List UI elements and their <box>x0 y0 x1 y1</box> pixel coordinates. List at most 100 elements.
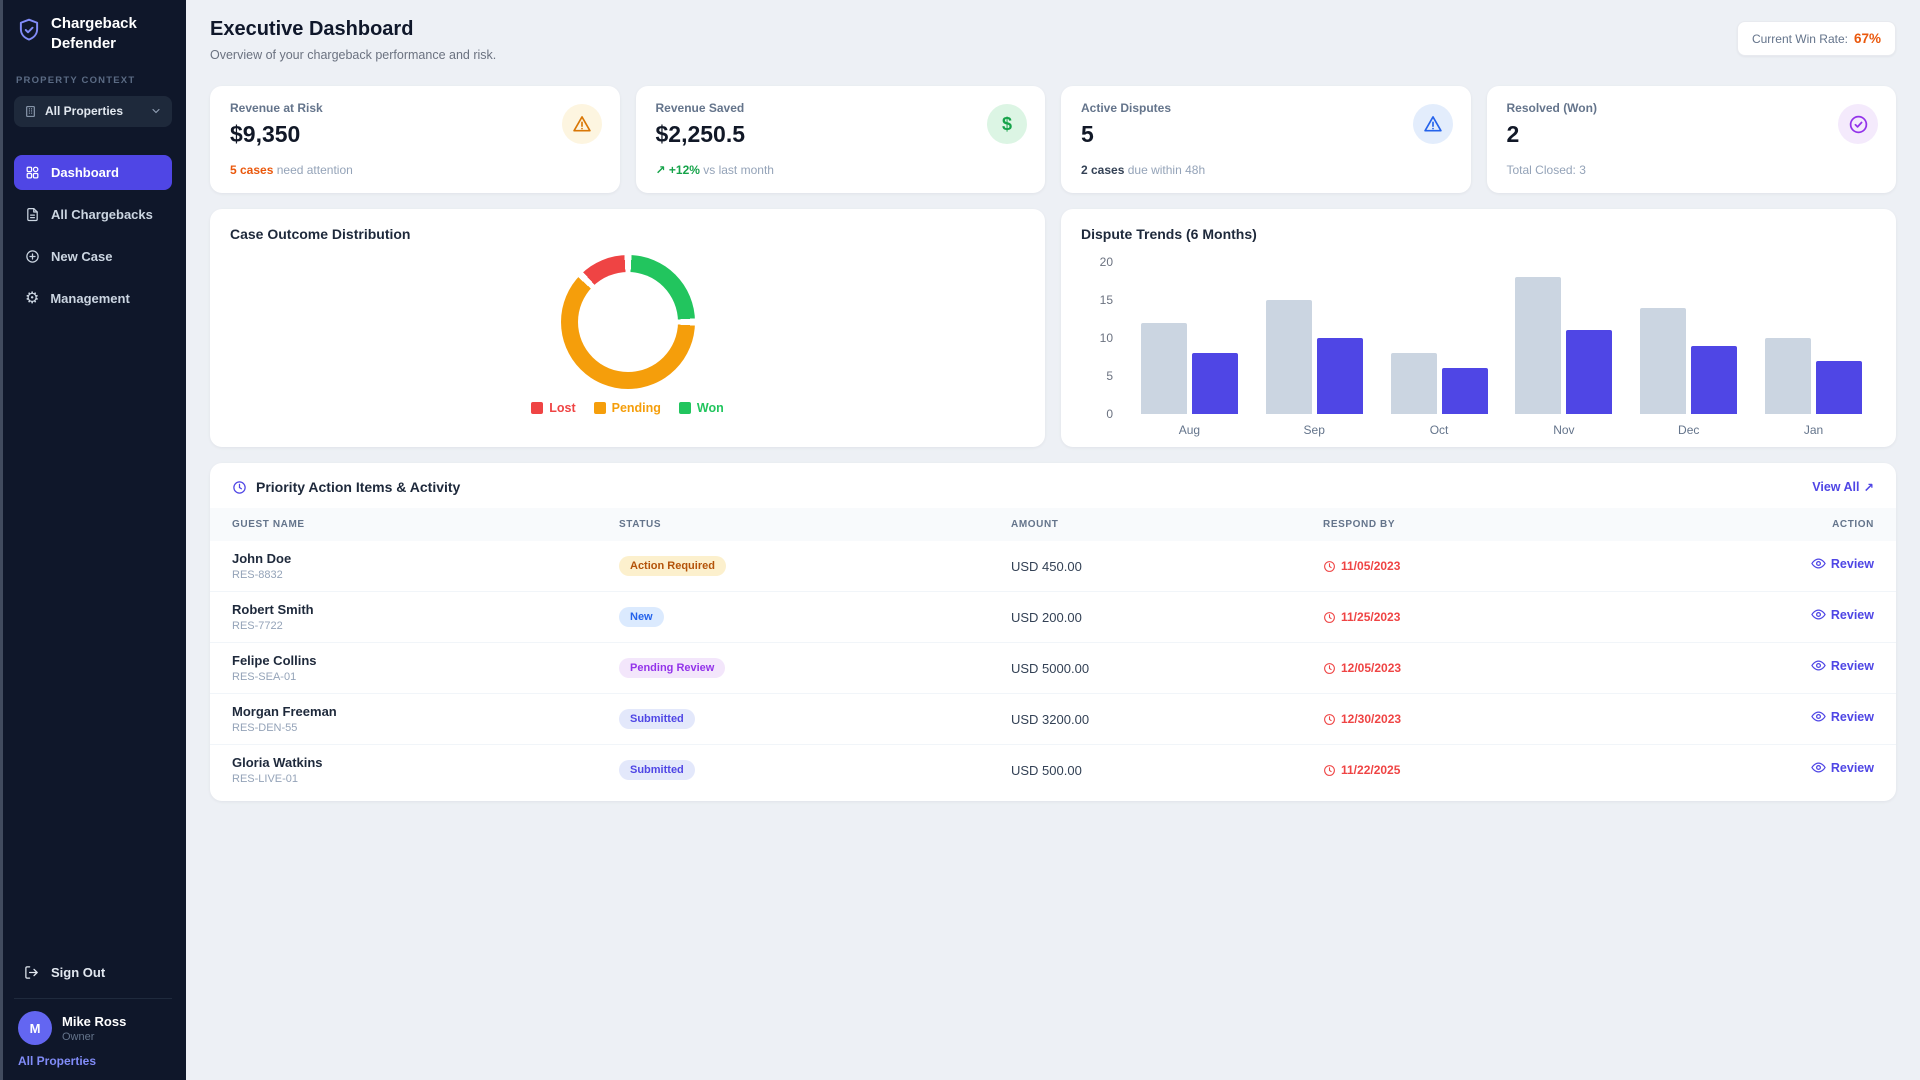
table-row: Gloria Watkins RES-LIVE-01 Submitted USD 50… <box>210 744 1896 795</box>
bar-group-aug: Aug <box>1140 262 1238 438</box>
clock-icon <box>1323 611 1336 624</box>
sidebar-item-management[interactable]: ⚙ Management <box>14 281 172 316</box>
column-amount: AMOUNT <box>1011 519 1059 530</box>
column-guest-name: GUEST NAME <box>232 519 305 530</box>
stat-footnote: 5 cases need attention <box>230 163 600 177</box>
property-context-label: PROPERTY CONTEXT <box>16 74 136 86</box>
donut-legend: Lost Pending Won <box>531 401 724 415</box>
user-role: Owner <box>62 1030 95 1043</box>
bar-group-sep: Sep <box>1265 262 1363 438</box>
y-tick-label: 20 <box>1099 255 1113 269</box>
stat-footnote: ↗ +12% vs last month <box>656 163 1026 177</box>
page-header: Executive Dashboard Overview of your cha… <box>210 18 1896 62</box>
stat-label: Resolved (Won) <box>1506 101 1597 115</box>
property-selector[interactable]: All Properties <box>14 95 172 127</box>
stat-cards: Revenue at Risk $9,350 5 cases need atte… <box>210 86 1896 193</box>
review-button[interactable]: Review <box>1811 760 1874 775</box>
stat-label: Active Disputes <box>1081 101 1172 115</box>
guest-name: Felipe Collins <box>232 653 317 668</box>
x-tick-label: Aug <box>1178 423 1201 437</box>
amount: USD 5000.00 <box>1011 660 1090 676</box>
table-title: Priority Action Items & Activity <box>256 479 461 495</box>
chevron-down-icon <box>150 105 162 117</box>
status-badge: Submitted <box>619 709 695 729</box>
nav-label: All Chargebacks <box>51 206 153 222</box>
status-badge: Action Required <box>619 556 726 576</box>
sidebar-item-all-chargebacks[interactable]: All Chargebacks <box>14 197 172 232</box>
bar-series_2 <box>1441 368 1488 414</box>
stat-label: Revenue Saved <box>655 101 745 115</box>
stat-value: $2,250.5 <box>655 121 746 147</box>
eye-icon <box>1811 607 1826 622</box>
table-header: GUEST NAME STATUS AMOUNT RESPOND BY ACTI… <box>210 508 1896 541</box>
amount: USD 3200.00 <box>1011 711 1090 727</box>
window-edge <box>0 0 3 1080</box>
clock-icon <box>1323 764 1336 777</box>
column-action: ACTION <box>1832 519 1874 530</box>
check-circle-icon <box>1838 104 1878 144</box>
clock-icon <box>1323 662 1336 675</box>
user-context-link[interactable]: All Properties <box>18 1054 97 1068</box>
bar-group-jan: Jan <box>1765 262 1863 438</box>
sign-out-button[interactable]: Sign Out <box>14 957 172 988</box>
sidebar-item-new-case[interactable]: New Case <box>14 239 172 274</box>
win-rate-label: Current Win Rate: <box>1751 31 1848 46</box>
column-status: STATUS <box>619 519 662 530</box>
legend-item-won: Won <box>678 401 724 415</box>
nav-label: New Case <box>51 248 113 264</box>
stat-footnote: Total Closed: 3 <box>1507 163 1877 177</box>
stat-card-resolved-won: Resolved (Won) 2 Total Closed: 3 <box>1486 86 1896 193</box>
x-tick-label: Nov <box>1553 423 1575 437</box>
stat-foot-strong: 2 cases <box>1081 163 1125 177</box>
donut-chart-card: Case Outcome Distribution Lost Pending Won <box>210 209 1045 447</box>
user-name: Mike Ross <box>62 1013 127 1029</box>
nav-label: Dashboard <box>51 164 119 180</box>
bar-series_1 <box>1390 353 1437 414</box>
clock-icon <box>232 480 247 495</box>
x-tick-label: Oct <box>1429 423 1449 437</box>
table-row: John Doe RES-8832 Action Required USD 450.0… <box>210 541 1896 591</box>
clock-icon <box>1323 560 1336 573</box>
bar-series_1 <box>1515 277 1562 414</box>
eye-icon <box>1811 556 1826 571</box>
y-tick-label: 10 <box>1099 331 1113 345</box>
review-button[interactable]: Review <box>1811 607 1874 622</box>
respond-by-date: 12/30/2023 <box>1323 712 1764 726</box>
status-badge: New <box>619 607 664 627</box>
review-button[interactable]: Review <box>1811 709 1874 724</box>
respond-by-date: 12/05/2023 <box>1323 661 1764 675</box>
warning-triangle-icon <box>561 104 602 144</box>
table-body: John Doe RES-8832 Action Required USD 450.0… <box>210 541 1896 795</box>
stat-foot-strong: 5 cases <box>230 163 274 177</box>
legend-swatch <box>678 402 691 414</box>
review-button[interactable]: Review <box>1811 658 1874 673</box>
respond-by-date: 11/25/2023 <box>1323 610 1764 624</box>
table-row: Robert Smith RES-7722 New USD 200.00 11/25/2… <box>210 591 1896 642</box>
win-rate-badge: Current Win Rate: 67% <box>1736 21 1896 56</box>
view-all-label: View All <box>1812 480 1860 494</box>
stat-label: Revenue at Risk <box>230 101 323 115</box>
legend-swatch <box>531 402 544 414</box>
app-title: Chargeback Defender <box>51 15 137 53</box>
sign-out-label: Sign Out <box>51 965 106 980</box>
respond-by-date: 11/22/2025 <box>1323 763 1764 777</box>
stat-card-revenue-at-risk: Revenue at Risk $9,350 5 cases need atte… <box>210 86 620 193</box>
sidebar: Chargeback Defender PROPERTY CONTEXT All… <box>0 0 186 1080</box>
review-button[interactable]: Review <box>1811 556 1874 571</box>
gear-icon: ⚙ <box>25 288 40 307</box>
stat-value: $9,350 <box>230 121 301 147</box>
bar-group-dec: Dec <box>1640 262 1738 438</box>
main-content: Executive Dashboard Overview of your cha… <box>186 0 1920 1080</box>
nav-label: Management <box>50 290 130 306</box>
user-profile[interactable]: M Mike Ross Owner <box>14 1011 172 1045</box>
charts-row: Case Outcome Distribution Lost Pending Won… <box>210 209 1896 447</box>
bar-chart-y-axis: 0 5 10 15 20 <box>1081 255 1127 421</box>
sidebar-item-dashboard[interactable]: Dashboard <box>14 154 172 190</box>
bar-series_2 <box>1191 353 1238 414</box>
bar-chart-card: Dispute Trends (6 Months) 0 5 10 15 20 Aug Se… <box>1061 209 1896 447</box>
view-all-link[interactable]: View All ↗ <box>1812 480 1874 495</box>
reservation-id: RES-8832 <box>232 569 283 581</box>
priority-table-card: Priority Action Items & Activity View Al… <box>210 463 1896 801</box>
stat-value: 5 <box>1081 121 1094 147</box>
x-tick-label: Dec <box>1678 423 1700 437</box>
